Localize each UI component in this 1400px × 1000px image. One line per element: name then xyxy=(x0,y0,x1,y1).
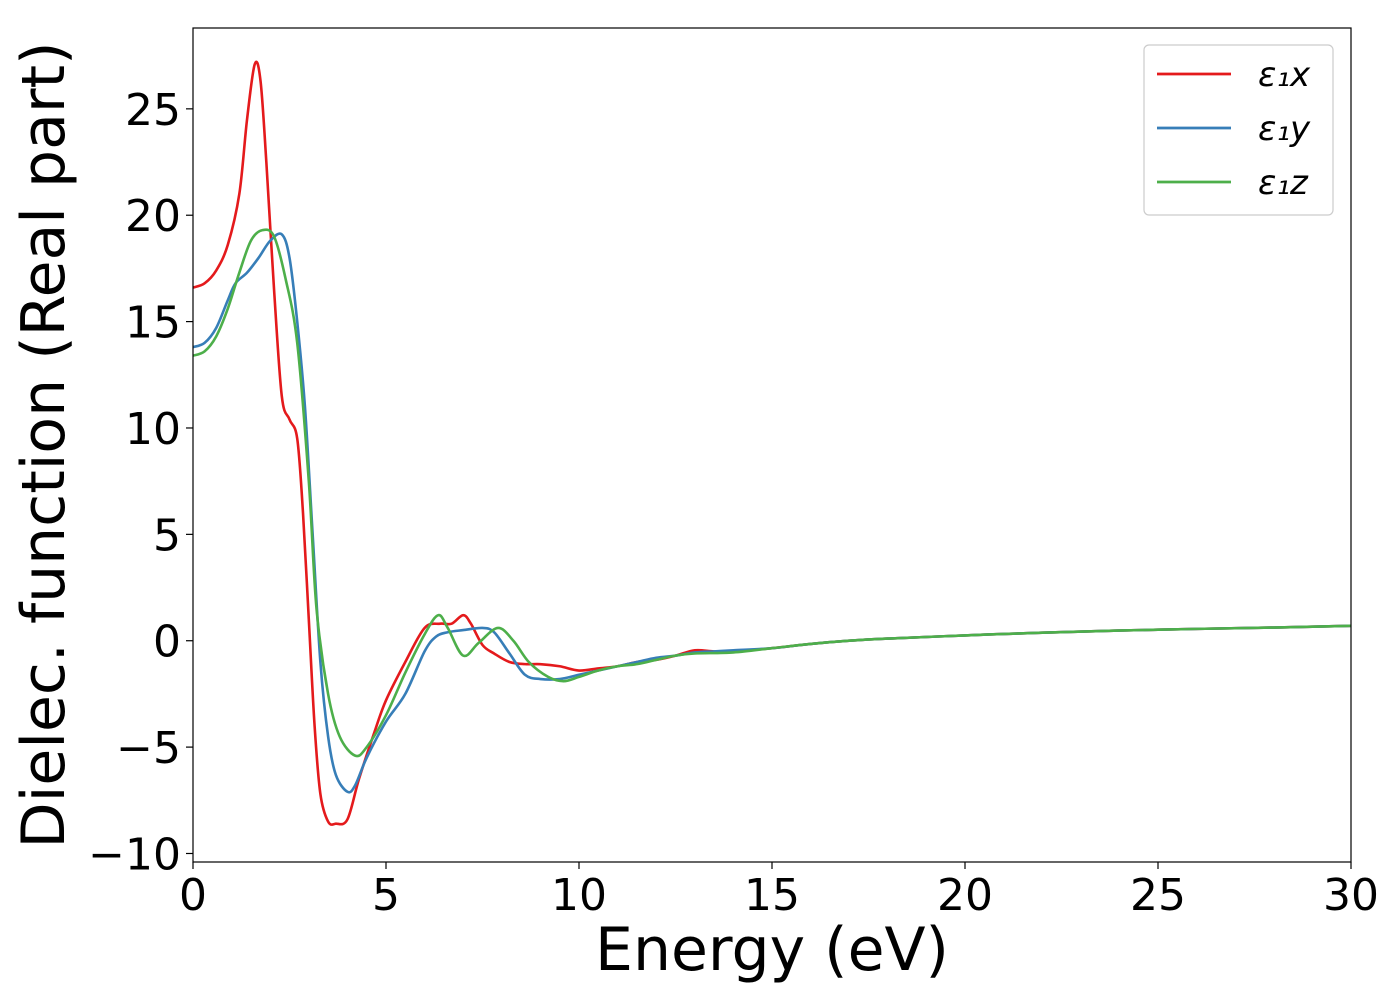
y-tick-label: 20 xyxy=(125,191,181,242)
x-tick-label: 20 xyxy=(937,870,993,921)
y-tick-label: 25 xyxy=(125,85,181,136)
y-tick-label: −10 xyxy=(88,829,181,880)
y-tick-label: 0 xyxy=(153,617,181,668)
y-axis-label: Dielec. function (Real part) xyxy=(9,42,79,849)
y-tick-label: 10 xyxy=(125,404,181,455)
x-axis-label: Energy (eV) xyxy=(595,915,949,985)
y-tick-label: −5 xyxy=(116,723,181,774)
y-tick-label: 15 xyxy=(125,298,181,349)
legend-box xyxy=(1143,44,1334,216)
x-tick-label: 10 xyxy=(551,870,607,921)
series-layer xyxy=(192,60,1352,826)
x-tick-label: 5 xyxy=(372,870,400,921)
y-axis-ticks: −10 −5 0 5 10 15 20 25 xyxy=(88,85,193,880)
x-axis-ticks: 0 5 10 15 20 25 30 xyxy=(179,862,1379,921)
series-line-3 xyxy=(192,228,1352,758)
legend-entries: ε₁x ε₁y ε₁z xyxy=(1157,55,1311,203)
legend: ε₁x ε₁y ε₁z xyxy=(1143,44,1334,216)
legend-label-1: ε₁x xyxy=(1258,55,1311,95)
x-tick-label: 30 xyxy=(1323,870,1379,921)
x-tick-label: 15 xyxy=(744,870,800,921)
legend-label-3: ε₁z xyxy=(1258,163,1309,203)
x-tick-label: 25 xyxy=(1130,870,1186,921)
y-tick-label: 5 xyxy=(153,510,181,561)
legend-label-2: ε₁y xyxy=(1258,109,1311,149)
x-tick-label: 0 xyxy=(179,870,207,921)
